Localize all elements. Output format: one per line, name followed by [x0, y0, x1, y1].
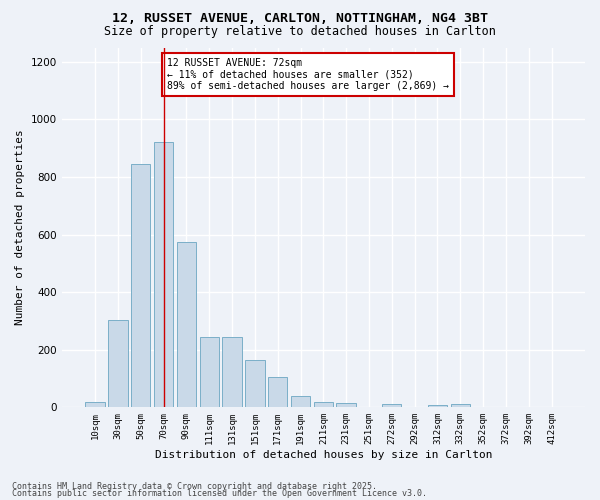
Bar: [154, 142, 173, 408]
Text: Size of property relative to detached houses in Carlton: Size of property relative to detached ho…: [104, 25, 496, 38]
Y-axis label: Number of detached properties: Number of detached properties: [15, 130, 25, 326]
Bar: [85, 402, 105, 407]
Bar: [451, 404, 470, 407]
Bar: [268, 377, 287, 408]
Bar: [131, 164, 151, 408]
Bar: [245, 360, 265, 408]
Bar: [337, 403, 356, 407]
Text: 12 RUSSET AVENUE: 72sqm
← 11% of detached houses are smaller (352)
89% of semi-d: 12 RUSSET AVENUE: 72sqm ← 11% of detache…: [167, 58, 449, 91]
Text: Contains public sector information licensed under the Open Government Licence v3: Contains public sector information licen…: [12, 489, 427, 498]
Bar: [108, 320, 128, 408]
Bar: [382, 404, 401, 407]
Bar: [314, 402, 333, 407]
Bar: [177, 242, 196, 408]
Bar: [428, 405, 447, 407]
Bar: [223, 337, 242, 407]
Bar: [200, 337, 219, 407]
Bar: [291, 396, 310, 407]
Text: Contains HM Land Registry data © Crown copyright and database right 2025.: Contains HM Land Registry data © Crown c…: [12, 482, 377, 491]
X-axis label: Distribution of detached houses by size in Carlton: Distribution of detached houses by size …: [155, 450, 492, 460]
Text: 12, RUSSET AVENUE, CARLTON, NOTTINGHAM, NG4 3BT: 12, RUSSET AVENUE, CARLTON, NOTTINGHAM, …: [112, 12, 488, 26]
